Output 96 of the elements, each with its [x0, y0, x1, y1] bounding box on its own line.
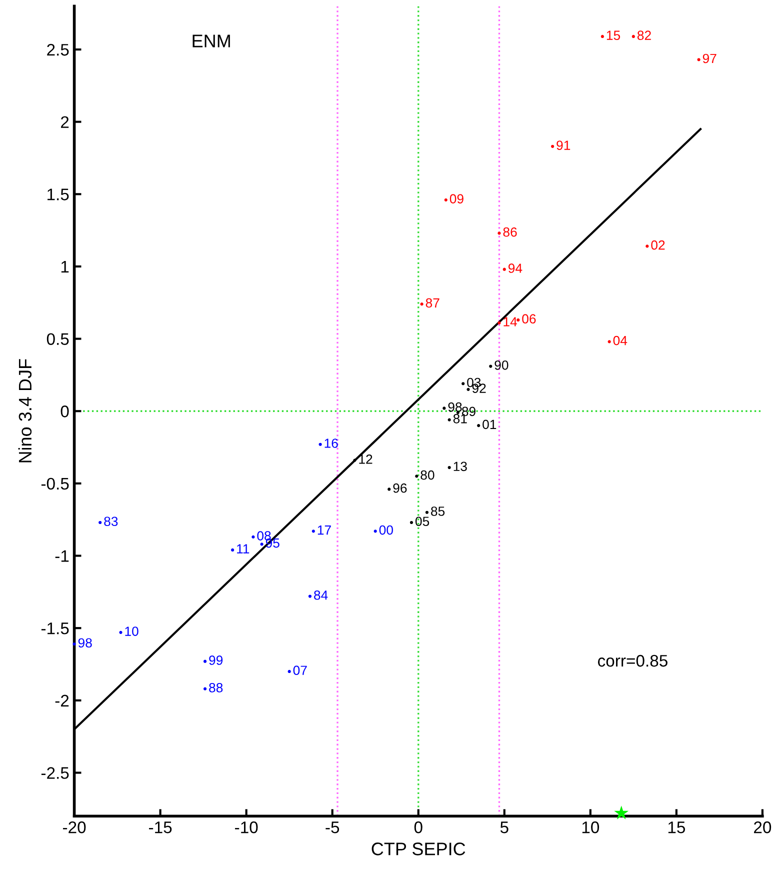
point [614, 806, 629, 820]
annotation: 02 [651, 240, 665, 250]
annotation: ENM [192, 34, 230, 48]
annotation: 84 [314, 590, 328, 600]
point [312, 530, 315, 533]
annotation: corr=0.85 [598, 654, 668, 667]
y-tick-label: -0.5 [41, 478, 69, 490]
point [608, 340, 611, 344]
annotation: 13 [454, 462, 467, 472]
y-tick-label: -1.5 [41, 622, 69, 634]
annotation: 01 [482, 420, 496, 430]
y-tick-label: 1 [61, 261, 69, 273]
annotation: 07 [293, 666, 307, 676]
point [444, 198, 448, 202]
annotation: 85 [431, 506, 445, 516]
annotation: 98 [78, 638, 92, 648]
annotation: 05 [415, 516, 430, 526]
point [98, 520, 102, 524]
point [318, 442, 322, 446]
point [203, 660, 207, 663]
annotation: 86 [503, 227, 517, 237]
point [420, 302, 424, 306]
annotation: 81 [453, 414, 467, 424]
point [448, 466, 451, 470]
point [498, 321, 501, 324]
annotation: 11 [237, 544, 250, 554]
annotation: 96 [393, 483, 407, 493]
point [697, 58, 700, 62]
point [425, 510, 429, 514]
x-tick-label: -10 [235, 821, 258, 834]
annotation: 99 [209, 656, 223, 665]
annotation: 16 [324, 438, 338, 448]
annotation: 88 [209, 683, 223, 692]
point [72, 642, 76, 646]
point [462, 382, 465, 386]
point [551, 144, 554, 148]
annotation: 09 [450, 194, 464, 204]
annotation: 10 [125, 626, 138, 636]
y-tick-label: -2.5 [41, 767, 69, 779]
x-tick-label: -15 [149, 822, 172, 834]
annotation: 08 [257, 531, 271, 540]
point [646, 244, 649, 248]
annotation: 80 [420, 470, 434, 480]
point [502, 268, 506, 271]
annotation: 91 [556, 140, 570, 150]
y-tick-label: 1.5 [48, 188, 69, 200]
annotation: 87 [426, 298, 440, 308]
annotation: 83 [104, 516, 118, 526]
annotation: 94 [508, 264, 522, 273]
point [119, 630, 122, 634]
x-tick-label: 20 [754, 821, 772, 834]
x-axis-title: CTP SEPIC [372, 842, 466, 856]
y-tick-label: -2 [55, 694, 69, 706]
x-tick-label: 10 [582, 821, 600, 834]
annotation: 97 [702, 54, 716, 64]
point [308, 594, 312, 598]
annotation: 17 [318, 526, 331, 535]
y-tick-label: 2.5 [47, 44, 69, 56]
annotation: 89 [462, 406, 476, 416]
annotation: 14 [504, 317, 517, 326]
point [288, 670, 291, 674]
point [353, 458, 356, 462]
x-tick-label: 0 [414, 821, 422, 834]
annotation: 06 [522, 314, 536, 324]
annotation: 98 [448, 402, 462, 412]
point [388, 488, 391, 491]
point [203, 687, 207, 690]
x-tick-label: -20 [62, 821, 86, 834]
x-tick-label: -5 [326, 822, 340, 834]
point [252, 535, 255, 539]
annotation: 15 [606, 30, 620, 40]
point [410, 520, 414, 524]
point [632, 34, 635, 38]
x-tick-label: 5 [500, 822, 508, 834]
y-tick-label: 2 [61, 116, 69, 128]
y-tick-label: -1 [55, 550, 69, 562]
y-tick-label: 0 [60, 406, 69, 418]
annotation: 12 [359, 454, 372, 464]
point [600, 34, 604, 38]
y-axis-title: Nino 3.4 DJF [18, 359, 32, 462]
y-tick-label: 0.5 [46, 333, 69, 345]
annotation: 82 [637, 30, 651, 40]
point [260, 542, 264, 546]
point [489, 364, 492, 368]
point [231, 548, 234, 552]
point [466, 388, 470, 391]
x-tick-label: 15 [668, 822, 685, 834]
point [415, 474, 418, 478]
annotation: 90 [494, 360, 508, 370]
point [498, 232, 501, 235]
point [477, 424, 480, 428]
point [448, 418, 451, 422]
annotation: 04 [613, 336, 628, 346]
annotation: 00 [379, 525, 393, 535]
point [374, 530, 377, 533]
point [442, 406, 446, 410]
